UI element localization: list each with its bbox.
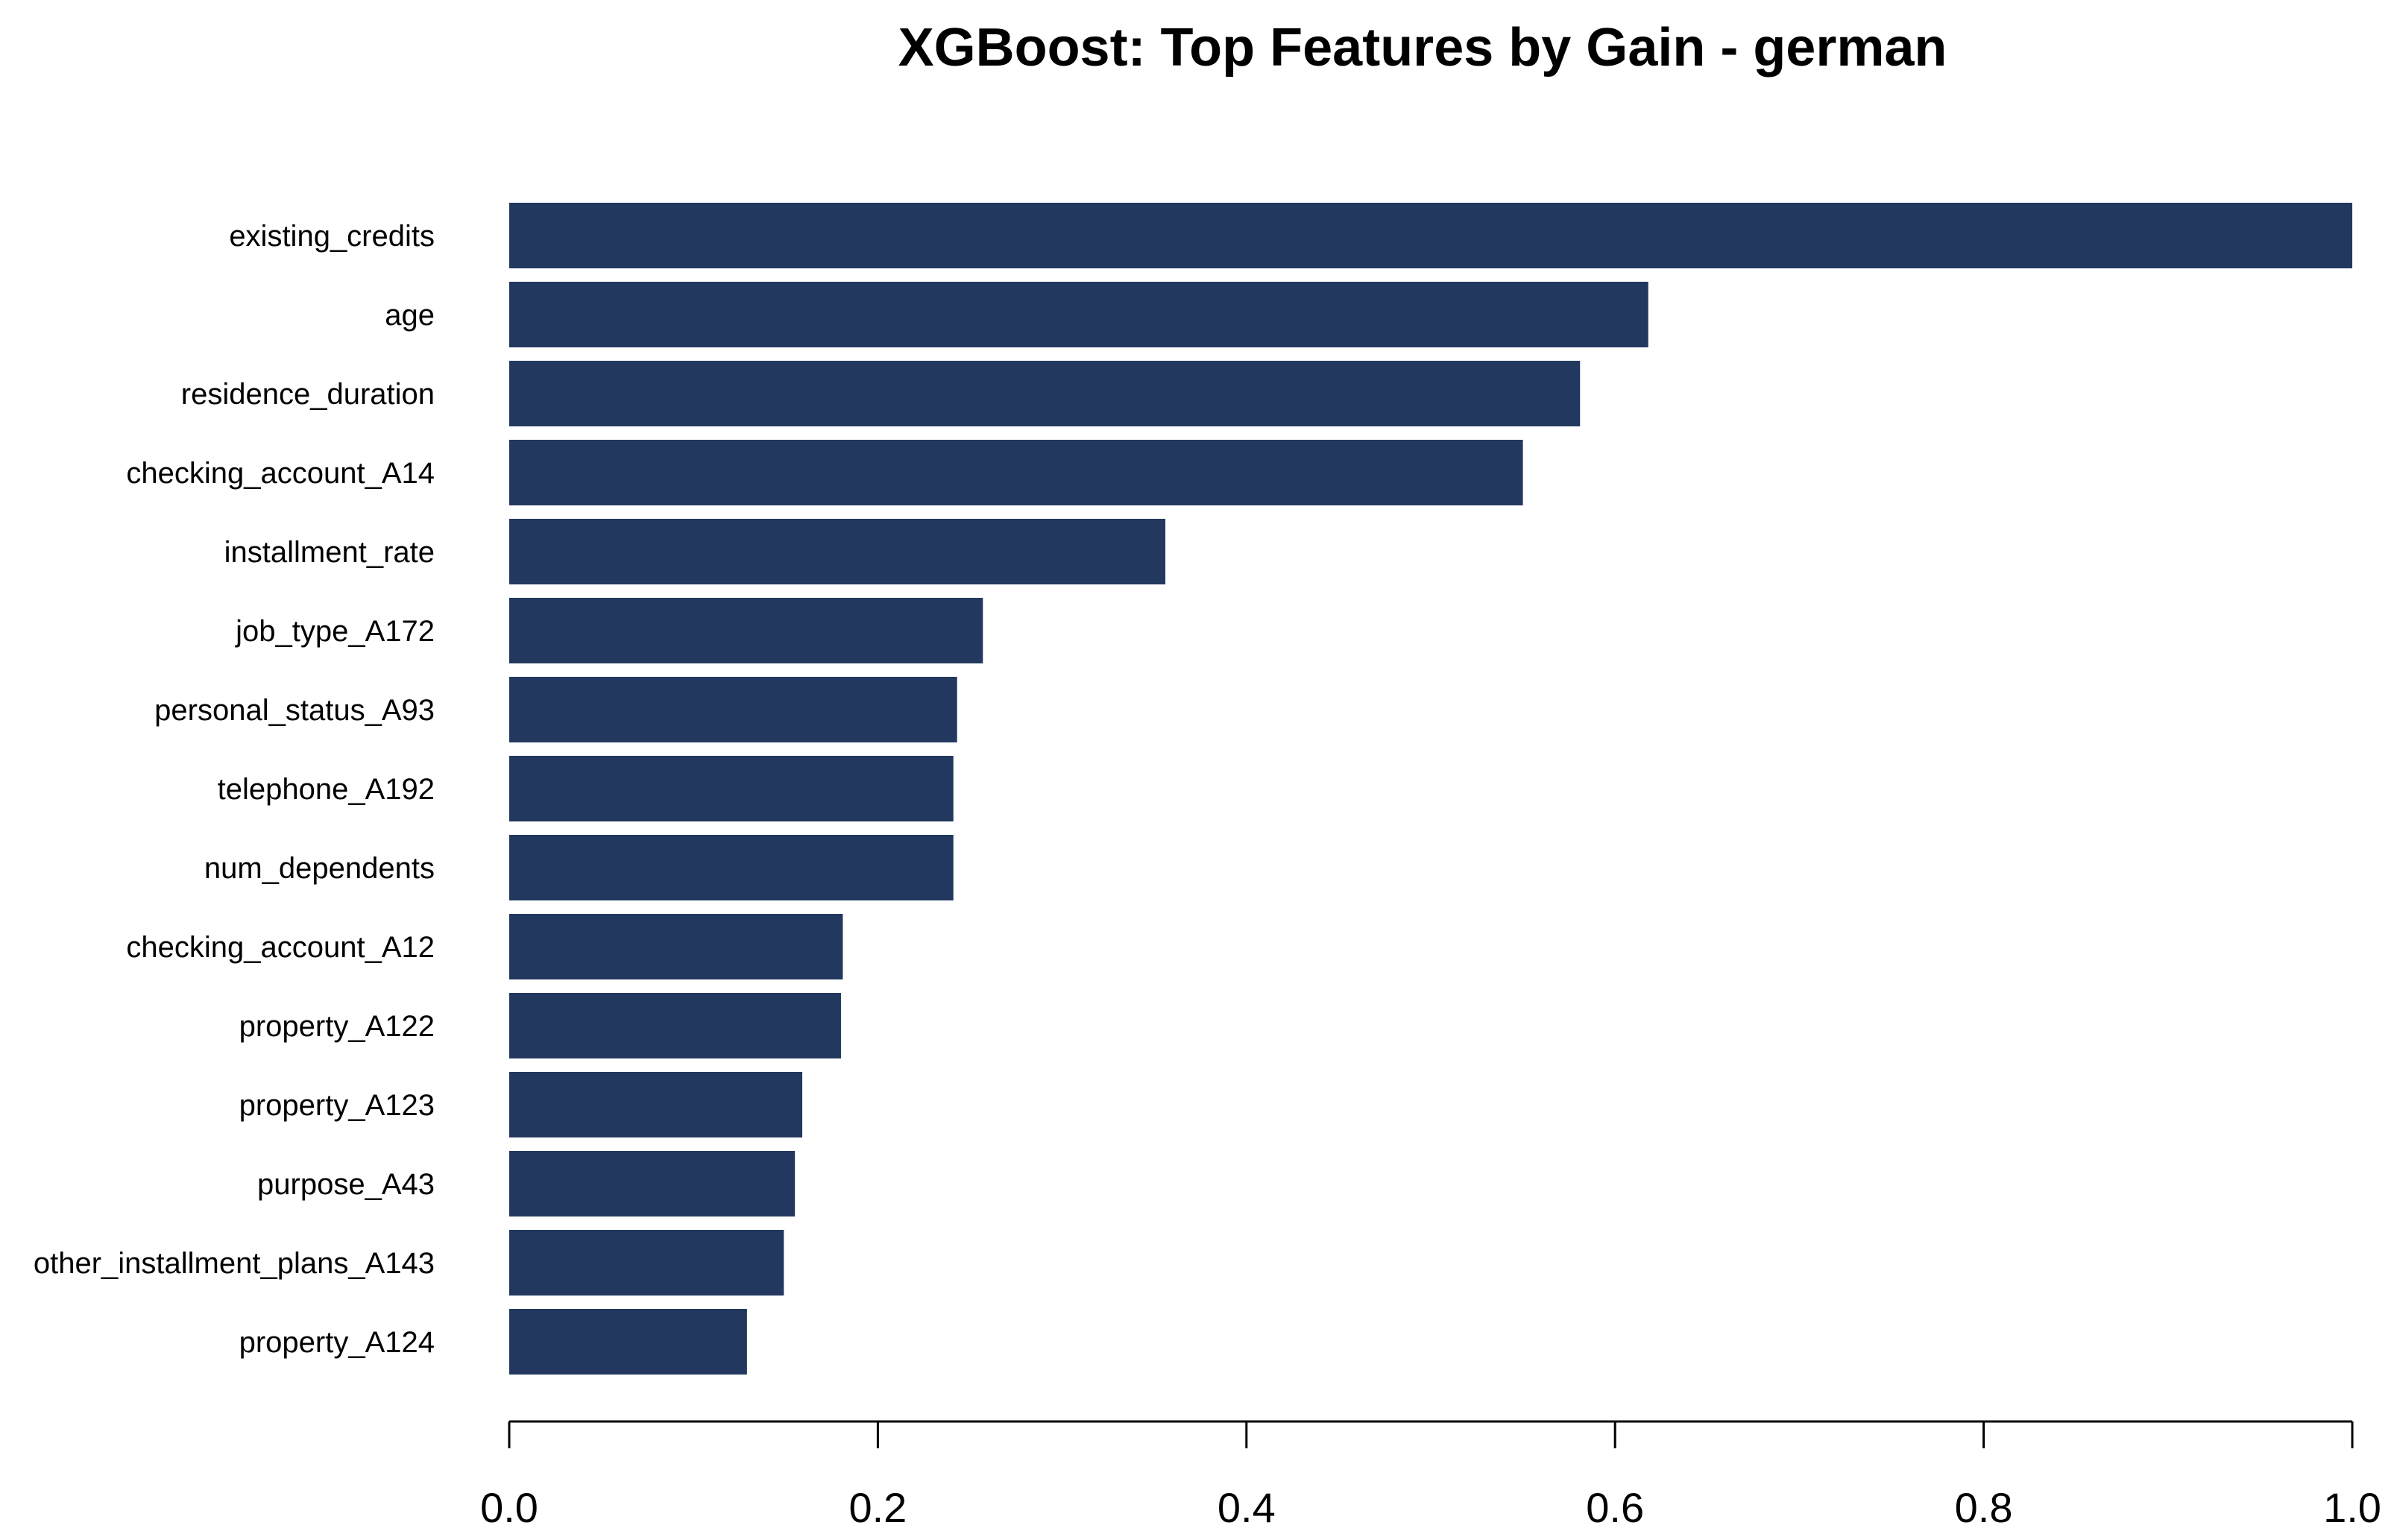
- category-label: property_A122: [239, 1010, 435, 1043]
- bar-property-a122: [509, 993, 841, 1058]
- bar-property-a124: [509, 1309, 747, 1375]
- bar-existing-credits: [509, 203, 2352, 268]
- category-label: other_installment_plans_A143: [34, 1247, 435, 1280]
- x-tick-label: 0.6: [1586, 1484, 1644, 1531]
- category-label: property_A124: [239, 1326, 435, 1359]
- x-tick-label: 1.0: [2323, 1484, 2381, 1531]
- x-tick-label: 0.4: [1218, 1484, 1276, 1531]
- category-label: installment_rate: [224, 536, 435, 569]
- x-tick-label: 0.2: [848, 1484, 907, 1531]
- bar-other-installment-plans-a143: [509, 1230, 784, 1296]
- bar-installment-rate: [509, 519, 1166, 584]
- category-label: job_type_A172: [235, 615, 435, 648]
- category-label: age: [385, 299, 435, 332]
- category-label: residence_duration: [181, 378, 435, 411]
- bar-property-a123: [509, 1072, 803, 1137]
- category-label: checking_account_A12: [126, 931, 435, 964]
- chart-title: XGBoost: Top Features by Gain - german: [898, 18, 1947, 78]
- x-tick-label: 0.8: [1955, 1484, 2013, 1531]
- category-label: purpose_A43: [257, 1168, 435, 1201]
- bar-num-dependents: [509, 835, 954, 900]
- bars-layer: [509, 203, 2352, 1375]
- category-label: checking_account_A14: [126, 457, 435, 490]
- bar-personal-status-a93: [509, 677, 957, 742]
- bar-job-type-a172: [509, 598, 983, 663]
- category-label: existing_credits: [229, 220, 435, 253]
- x-tick-label: 0.0: [480, 1484, 538, 1531]
- x-axis: 0.0 0.2 0.4 0.6 0.8 1.0: [480, 1420, 2381, 1531]
- bar-checking-account-a14: [509, 440, 1523, 505]
- category-label: property_A123: [239, 1089, 435, 1122]
- category-label: telephone_A192: [218, 773, 435, 806]
- category-label: personal_status_A93: [154, 694, 435, 727]
- bar-checking-account-a12: [509, 914, 843, 979]
- bar-purpose-a43: [509, 1151, 796, 1216]
- bar-age: [509, 282, 1648, 347]
- category-label: num_dependents: [204, 852, 435, 885]
- bar-telephone-a192: [509, 756, 954, 821]
- bar-residence-duration: [509, 361, 1581, 426]
